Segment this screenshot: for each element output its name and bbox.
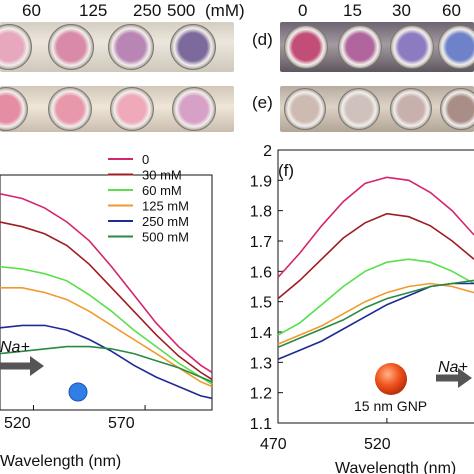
y-tick-label: 1.2 — [250, 386, 272, 403]
conc-label-500: 500 — [167, 1, 195, 21]
sample-well — [440, 88, 474, 130]
sample-well — [48, 24, 94, 70]
na-label-right: Na+ — [438, 359, 468, 376]
x-tick-570: 570 — [108, 415, 135, 432]
x-axis-label-right: Wavelength (nm) — [335, 460, 456, 474]
sample-well — [438, 25, 474, 69]
series-line — [278, 177, 474, 277]
conc-label-15: 15 — [343, 1, 362, 21]
sample-well — [170, 24, 216, 70]
y-tick-label: 1.3 — [250, 355, 272, 372]
y-tick-label: 1.4 — [250, 325, 272, 342]
legend-label: 30 mM — [142, 168, 182, 183]
na-label-left: Na+ — [0, 339, 30, 356]
na-arrow-left — [0, 356, 44, 376]
legend-label: 500 mM — [142, 230, 189, 245]
series-line — [278, 284, 474, 360]
photo-row2-left — [0, 86, 234, 132]
arrow-head — [30, 356, 44, 376]
x-tick-520b: 520 — [364, 436, 391, 453]
sample-well — [284, 88, 326, 130]
sample-well — [390, 88, 432, 130]
photo-row1-right — [280, 22, 474, 72]
sample-well — [172, 87, 216, 131]
y-tick-label: 2 — [263, 143, 272, 160]
nanoparticle-icon — [69, 383, 87, 401]
conc-label-125: 125 — [79, 1, 107, 21]
legend-label: 60 mM — [142, 183, 182, 198]
conc-label-250: 250 — [133, 1, 161, 21]
legend-label: 0 — [142, 152, 149, 167]
right-spectrum-chart: 1.1 1.2 1.3 1.4 1.5 1.6 1.7 1.8 1.9 2 (f) Na+ 15 … — [226, 140, 474, 474]
sample-well — [338, 25, 382, 69]
legend-label: 250 mM — [142, 214, 189, 229]
sample-well — [284, 25, 328, 69]
sample-well — [390, 25, 434, 69]
x-tick-470: 470 — [260, 436, 287, 453]
series-line — [278, 280, 474, 347]
series-line — [0, 222, 212, 379]
x-tick-520: 520 — [4, 415, 31, 432]
y-tick-label: 1.5 — [250, 295, 272, 312]
sample-well — [0, 24, 32, 70]
conc-label-30: 30 — [392, 1, 411, 21]
conc-unit: (mM) — [205, 1, 245, 21]
y-tick-label: 1.8 — [250, 204, 272, 221]
panel-label-d: (d) — [252, 30, 273, 50]
conc-label-60: 60 — [22, 1, 41, 21]
conc-label-60b: 60 — [442, 1, 461, 21]
particle-label: 15 nm GNP — [354, 398, 427, 414]
y-tick-label: 1.7 — [250, 234, 272, 251]
panel-label-e: (e) — [252, 93, 273, 113]
y-tick-label: 1.1 — [250, 416, 272, 433]
photo-row2-right — [280, 86, 474, 132]
conc-label-0: 0 — [298, 1, 307, 21]
sample-well — [0, 87, 28, 131]
x-axis-label-left: Wavelength (nm) — [0, 453, 121, 470]
sample-well — [338, 88, 380, 130]
panel-label-f: (f) — [278, 161, 294, 180]
sample-well — [110, 87, 154, 131]
sample-well — [108, 24, 154, 70]
y-tick-label: 1.9 — [250, 173, 272, 190]
legend-label: 125 mM — [142, 199, 189, 214]
gold-nanoparticle-icon — [375, 363, 407, 395]
y-tick-label: 1.6 — [250, 264, 272, 281]
sample-well — [48, 87, 92, 131]
photo-row1-left — [0, 22, 234, 72]
